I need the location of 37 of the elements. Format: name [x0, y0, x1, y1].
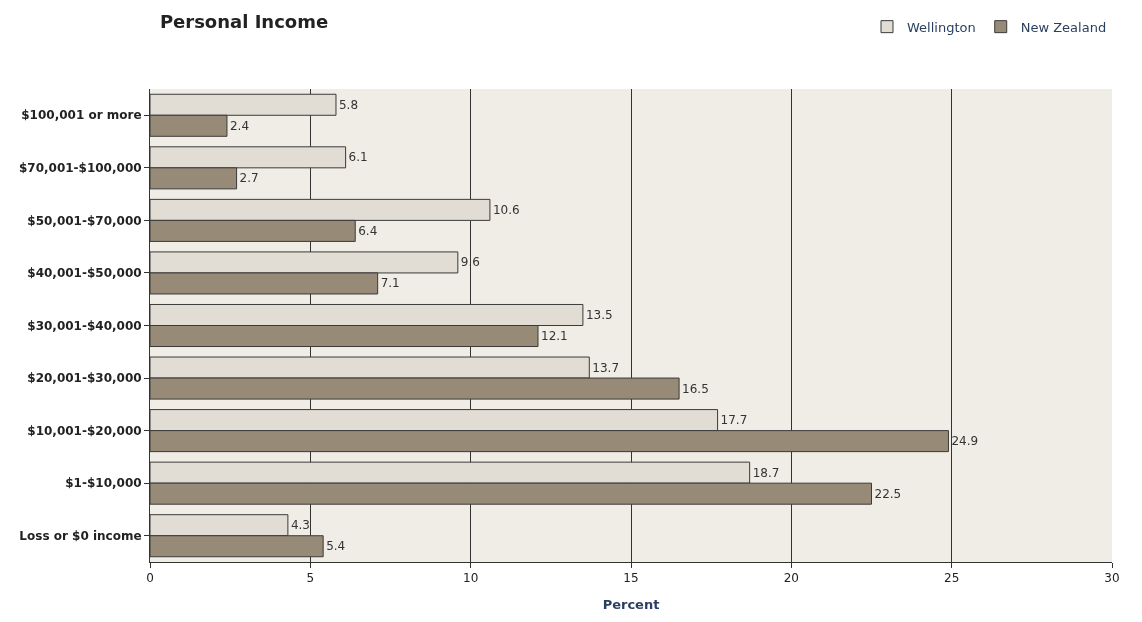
- data-label: 10.6: [492, 202, 520, 217]
- y-tick-label: Loss or $0 income: [19, 528, 142, 543]
- y-tick-label: $50,001-$70,000: [27, 213, 142, 228]
- x-tick-label: 10: [463, 571, 479, 586]
- data-label: 5.8: [338, 97, 359, 112]
- data-label: 6.1: [348, 150, 368, 165]
- legend-label: Wellington: [907, 19, 976, 35]
- x-tick-label: 30: [1104, 571, 1120, 586]
- x-tick-label: 0: [146, 571, 154, 586]
- data-label: 2.4: [229, 118, 250, 133]
- y-tick-label: $30,001-$40,000: [27, 318, 142, 333]
- chart-title: Personal Income: [159, 11, 329, 33]
- data-label: 22.5: [874, 486, 902, 501]
- data-label: 24.9: [951, 434, 979, 449]
- y-tick-label: $40,001-$50,000: [27, 266, 142, 281]
- x-tick-label: 25: [944, 571, 960, 586]
- data-label: 2.7: [239, 171, 259, 186]
- data-label: 18.7: [752, 465, 780, 480]
- y-tick-label: $10,001-$20,000: [27, 423, 142, 438]
- data-label: 7.1: [380, 276, 400, 291]
- x-axis-title: Percent: [602, 597, 660, 612]
- data-label: 13.5: [585, 307, 613, 322]
- data-label: 6.4: [358, 223, 378, 238]
- x-tick-label: 5: [306, 571, 315, 586]
- data-label: 17.7: [720, 413, 748, 428]
- y-tick-label: $70,001-$100,000: [18, 161, 142, 176]
- data-label: 16.5: [682, 381, 709, 396]
- data-label: 4.3: [290, 518, 310, 533]
- y-tick-label: $20,001-$30,000: [27, 371, 142, 386]
- data-label: 13.7: [592, 360, 620, 375]
- x-tick-label: 20: [783, 571, 799, 586]
- data-label: 12.1: [541, 329, 568, 344]
- y-tick-label: $1-$10,000: [65, 476, 142, 491]
- x-tick-label: 15: [623, 571, 639, 586]
- legend-label: New Zealand: [1020, 19, 1107, 35]
- data-label: 5.4: [326, 539, 346, 554]
- y-tick-label: $100,001 or more: [21, 108, 142, 123]
